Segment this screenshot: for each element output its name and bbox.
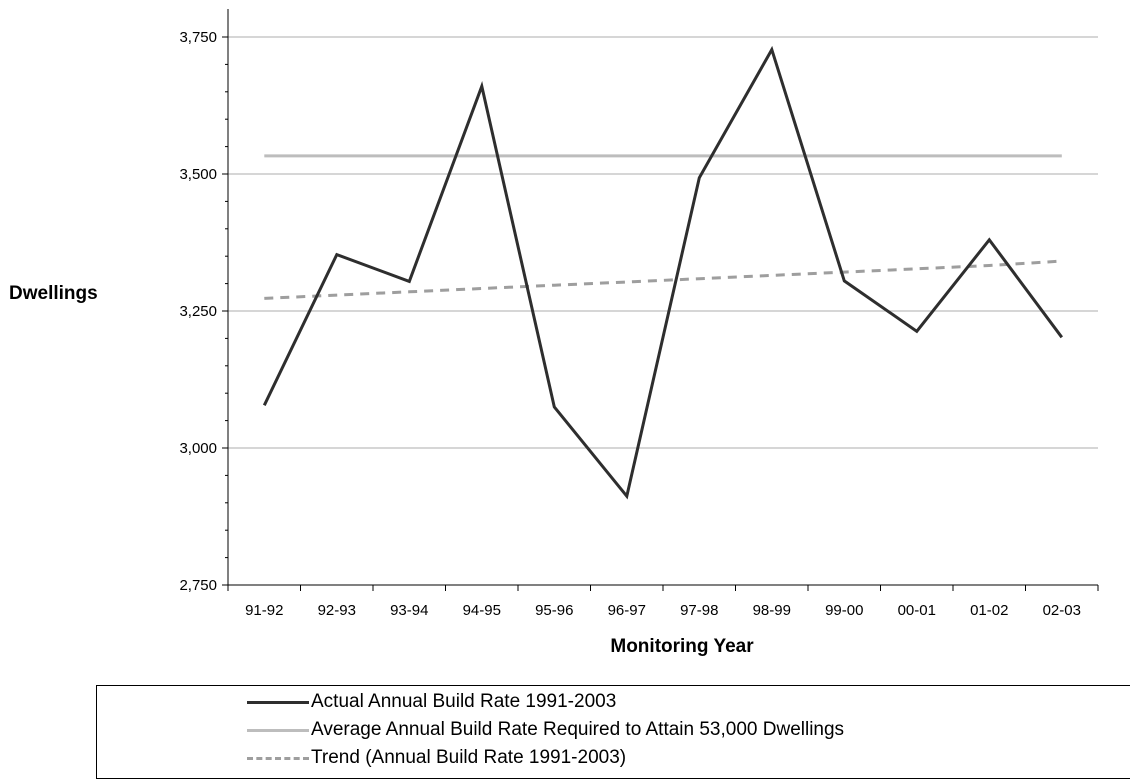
legend-item-average: Average Annual Build Rate Required to At… — [247, 718, 844, 742]
y-tick-label: 3,000 — [179, 440, 217, 457]
legend-swatch-average — [247, 724, 309, 736]
legend-label-actual: Actual Annual Build Rate 1991-2003 — [311, 691, 617, 712]
x-axis-title: Monitoring Year — [610, 636, 754, 657]
x-tick-label: 01-02 — [970, 602, 1008, 619]
tick-labels: 2,750 3,000 3,250 3,500 3,750 91-92 92-93 93-94… — [179, 29, 1080, 619]
legend-label-average: Average Annual Build Rate Required to At… — [311, 719, 845, 740]
x-tick-label: 92-93 — [318, 602, 356, 619]
legend: Actual Annual Build Rate 1991-2003 Avera… — [96, 685, 1130, 779]
legend-swatch-trend — [247, 752, 309, 764]
series-line-trend — [264, 259, 1062, 300]
series-layer — [262, 45, 1064, 500]
legend-item-trend: Trend (Annual Build Rate 1991-2003) — [247, 746, 626, 770]
axes — [222, 9, 1099, 591]
legend-swatch-actual — [247, 696, 309, 708]
gridlines — [228, 36, 1098, 449]
y-tick-label: 3,750 — [179, 29, 217, 46]
x-tick-label: 93-94 — [390, 602, 428, 619]
x-tick-label: 96-97 — [608, 602, 646, 619]
x-tick-label: 99-00 — [825, 602, 863, 619]
x-tick-label: 97-98 — [680, 602, 718, 619]
series-line-actual — [262, 45, 1064, 500]
x-tick-label: 94-95 — [463, 602, 501, 619]
x-tick-label: 95-96 — [535, 602, 573, 619]
y-tick-label: 3,250 — [179, 303, 217, 320]
x-tick-label: 91-92 — [245, 602, 283, 619]
x-tick-label: 98-99 — [753, 602, 791, 619]
legend-item-actual: Actual Annual Build Rate 1991-2003 — [247, 690, 616, 714]
line-chart: 2,750 3,000 3,250 3,500 3,750 91-92 92-93 93-94… — [9, 9, 1099, 657]
y-tick-label: 3,500 — [179, 166, 217, 183]
x-tick-label: 00-01 — [898, 602, 936, 619]
y-tick-label: 2,750 — [179, 577, 217, 594]
legend-label-trend: Trend (Annual Build Rate 1991-2003) — [311, 747, 627, 768]
y-axis-title: Dwellings — [9, 283, 98, 304]
x-tick-label: 02-03 — [1043, 602, 1081, 619]
